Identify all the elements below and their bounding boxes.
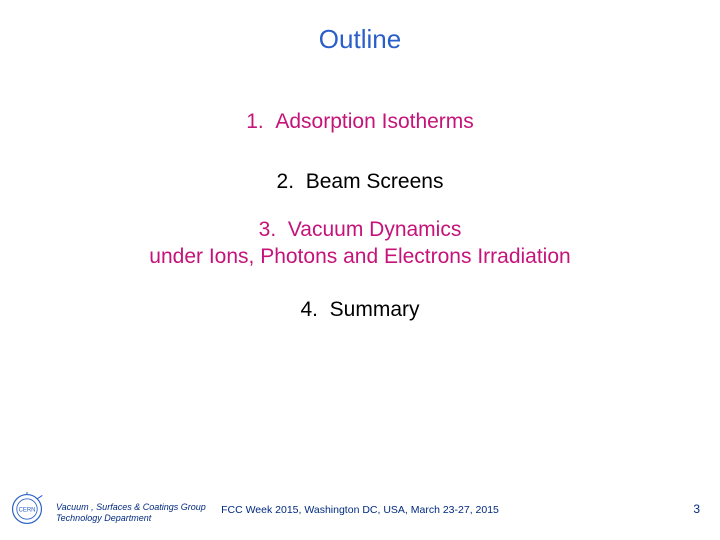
footer: CERN Vacuum , Surfaces & Coatings Group … — [0, 488, 720, 528]
outline-item-4: 4. Summary — [0, 296, 720, 323]
outline-num-2: 2. — [277, 170, 295, 193]
outline-text-4: Summary — [330, 298, 420, 321]
outline-num-3: 3. — [259, 218, 277, 241]
outline-text-1: Adsorption Isotherms — [275, 110, 473, 133]
outline-item-3: 3. Vacuum Dynamics under Ions, Photons a… — [0, 216, 720, 271]
outline-text-3-line2: under Ions, Photons and Electrons Irradi… — [0, 243, 720, 270]
outline-item-1: 1. Adsorption Isotherms — [0, 108, 720, 135]
footer-conference: FCC Week 2015, Washington DC, USA, March… — [0, 504, 720, 516]
outline-item-2: 2. Beam Screens — [0, 168, 720, 195]
outline-text-3: Vacuum Dynamics — [288, 218, 462, 241]
outline-num-4: 4. — [300, 298, 318, 321]
outline-num-1: 1. — [246, 110, 264, 133]
page-number: 3 — [693, 502, 700, 516]
slide-title: Outline — [0, 24, 720, 55]
slide: Outline 1. Adsorption Isotherms 2. Beam … — [0, 0, 720, 540]
outline-text-2: Beam Screens — [306, 170, 444, 193]
